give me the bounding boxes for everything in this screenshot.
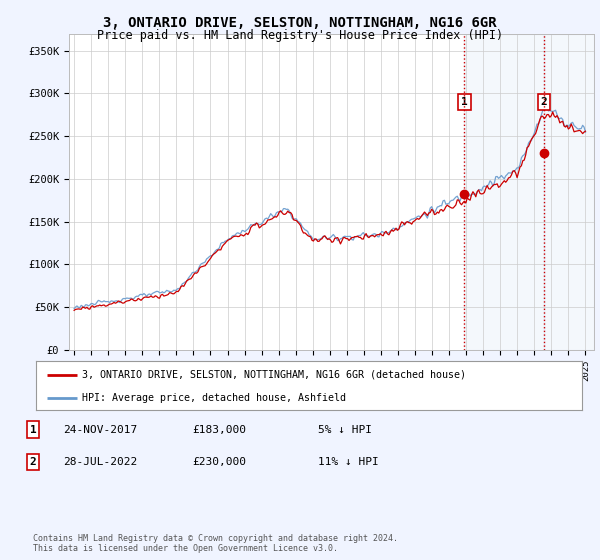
Text: Contains HM Land Registry data © Crown copyright and database right 2024.
This d: Contains HM Land Registry data © Crown c… xyxy=(33,534,398,553)
Bar xyxy=(464,34,544,350)
Text: £230,000: £230,000 xyxy=(192,457,246,467)
Text: 1: 1 xyxy=(29,424,37,435)
Text: HPI: Average price, detached house, Ashfield: HPI: Average price, detached house, Ashf… xyxy=(82,393,346,403)
Text: 2: 2 xyxy=(541,97,547,107)
Bar xyxy=(544,34,594,350)
Text: £183,000: £183,000 xyxy=(192,424,246,435)
Text: 2: 2 xyxy=(29,457,37,467)
Text: 28-JUL-2022: 28-JUL-2022 xyxy=(63,457,137,467)
Text: Price paid vs. HM Land Registry's House Price Index (HPI): Price paid vs. HM Land Registry's House … xyxy=(97,29,503,42)
Text: 5% ↓ HPI: 5% ↓ HPI xyxy=(318,424,372,435)
Text: 11% ↓ HPI: 11% ↓ HPI xyxy=(318,457,379,467)
Text: 1: 1 xyxy=(461,97,468,107)
Text: 3, ONTARIO DRIVE, SELSTON, NOTTINGHAM, NG16 6GR (detached house): 3, ONTARIO DRIVE, SELSTON, NOTTINGHAM, N… xyxy=(82,370,466,380)
Text: 3, ONTARIO DRIVE, SELSTON, NOTTINGHAM, NG16 6GR: 3, ONTARIO DRIVE, SELSTON, NOTTINGHAM, N… xyxy=(103,16,497,30)
Text: 24-NOV-2017: 24-NOV-2017 xyxy=(63,424,137,435)
